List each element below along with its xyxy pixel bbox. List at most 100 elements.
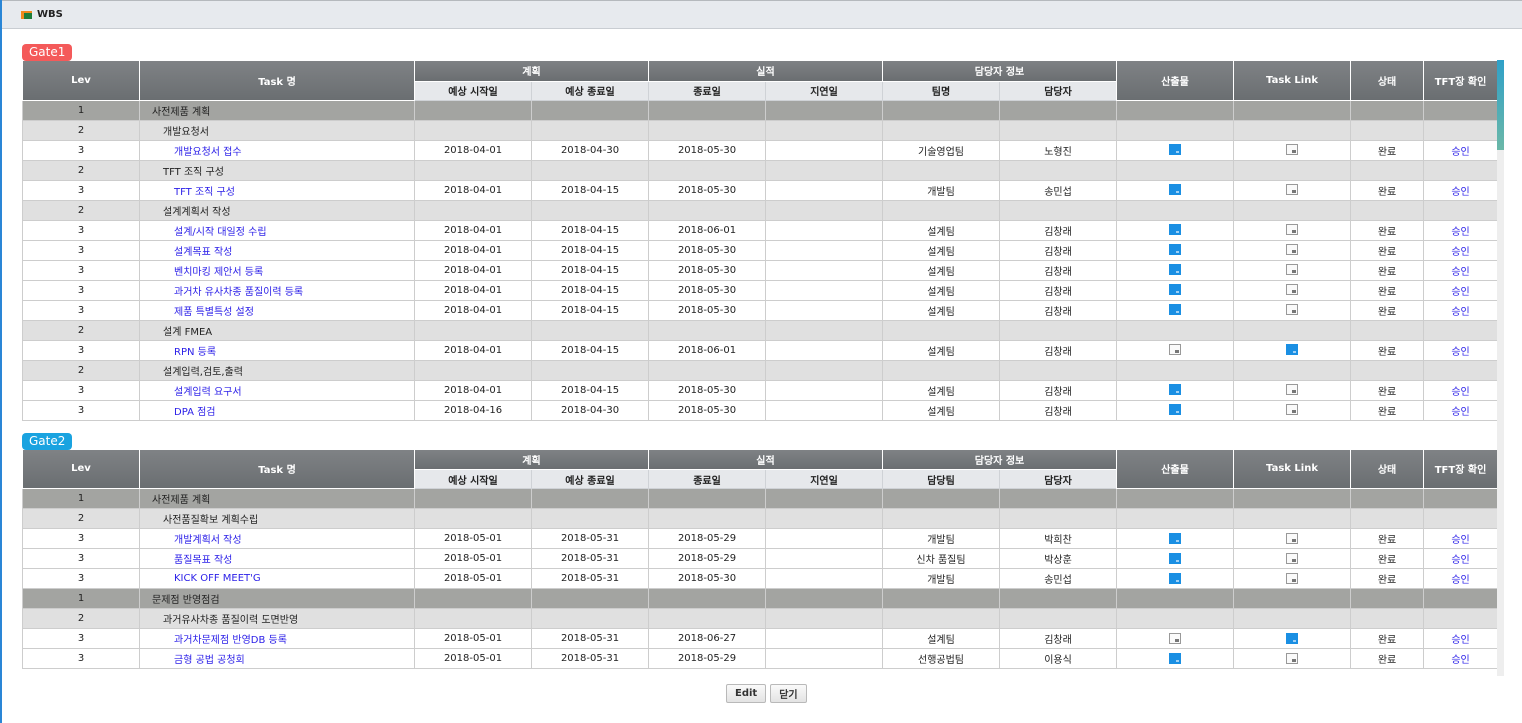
table-row[interactable]: 3 품질목표 작성 2018-05-01 2018-05-31 2018-05-29… xyxy=(22,548,1499,569)
folder-filled-icon[interactable] xyxy=(1169,652,1182,664)
folder-empty-icon[interactable] xyxy=(1286,384,1299,396)
task-name-link[interactable]: 설계입력 요구서 xyxy=(139,379,415,401)
folder-filled-icon[interactable] xyxy=(1169,224,1182,236)
close-button[interactable]: 닫기 xyxy=(770,684,807,703)
approve-link[interactable]: 승인 xyxy=(1423,299,1499,321)
approve-link[interactable]: 승인 xyxy=(1423,259,1499,281)
table-row[interactable]: 3 금형 공법 공청회 2018-05-01 2018-05-31 2018-05-… xyxy=(22,648,1499,669)
scrollbar-thumb[interactable] xyxy=(1497,60,1504,150)
table-row[interactable]: 3 개발계획서 작성 2018-05-01 2018-05-31 2018-05-2… xyxy=(22,528,1499,549)
approve-link[interactable]: 승인 xyxy=(1423,379,1499,401)
approve-link[interactable]: 승인 xyxy=(1423,139,1499,161)
header-tft-confirm: TFT장 확인 xyxy=(1423,449,1499,489)
empty-cell xyxy=(1233,119,1352,141)
table-row[interactable]: 3 KICK OFF MEET'G 2018-05-01 2018-05-31 20… xyxy=(22,568,1499,589)
task-name-link[interactable]: RPN 등록 xyxy=(139,339,415,361)
approve-link[interactable]: 승인 xyxy=(1423,399,1499,421)
approve-link[interactable]: 승인 xyxy=(1423,548,1499,569)
folder-empty-icon[interactable] xyxy=(1286,552,1299,564)
approve-link[interactable]: 승인 xyxy=(1423,219,1499,241)
task-name-link[interactable]: 설계/시작 대일정 수립 xyxy=(139,219,415,241)
folder-empty-icon[interactable] xyxy=(1286,284,1299,296)
end-date-cell: 2018-05-30 xyxy=(648,399,766,421)
task-name-link[interactable]: 품질목표 작성 xyxy=(139,548,415,569)
status-cell: 완료 xyxy=(1350,399,1425,421)
table-row[interactable]: 3 과거차문제점 반영DB 등록 2018-05-01 2018-05-31 201… xyxy=(22,628,1499,649)
task-name-link[interactable]: TFT 조직 구성 xyxy=(139,179,415,201)
table-row[interactable]: 3 RPN 등록 2018-04-01 2018-04-15 2018-06-01 … xyxy=(22,339,1499,361)
folder-empty-icon[interactable] xyxy=(1286,572,1299,584)
approve-link[interactable]: 승인 xyxy=(1423,279,1499,301)
empty-cell xyxy=(1350,319,1425,341)
folder-filled-icon[interactable] xyxy=(1169,304,1182,316)
approve-link[interactable]: 승인 xyxy=(1423,648,1499,669)
folder-empty-icon[interactable] xyxy=(1286,184,1299,196)
folder-empty-icon[interactable] xyxy=(1286,304,1299,316)
task-name-link[interactable]: 제품 특별특성 설정 xyxy=(139,299,415,321)
folder-filled-icon[interactable] xyxy=(1169,264,1182,276)
group-row: 2 TFT 조직 구성 xyxy=(22,159,1499,181)
level-cell: 2 xyxy=(22,119,140,141)
folder-empty-icon[interactable] xyxy=(1286,224,1299,236)
folder-empty-icon[interactable] xyxy=(1286,652,1299,664)
approve-link[interactable]: 승인 xyxy=(1423,628,1499,649)
task-name-link[interactable]: 벤치마킹 제안서 등록 xyxy=(139,259,415,281)
folder-empty-icon[interactable] xyxy=(1286,144,1299,156)
task-name-link[interactable]: 과거차문제점 반영DB 등록 xyxy=(139,628,415,649)
folder-empty-icon[interactable] xyxy=(1169,632,1182,644)
table-row[interactable]: 3 제품 특별특성 설정 2018-04-01 2018-04-15 2018-05… xyxy=(22,299,1499,321)
folder-filled-icon[interactable] xyxy=(1169,384,1182,396)
plan-end-cell: 2018-05-31 xyxy=(531,628,649,649)
folder-empty-icon[interactable] xyxy=(1286,404,1299,416)
folder-empty-icon[interactable] xyxy=(1169,344,1182,356)
approve-link[interactable]: 승인 xyxy=(1423,568,1499,589)
folder-filled-icon[interactable] xyxy=(1169,532,1182,544)
task-name-link[interactable]: 설계목표 작성 xyxy=(139,239,415,261)
delay-cell xyxy=(765,239,883,261)
approve-link[interactable]: 승인 xyxy=(1423,528,1499,549)
folder-filled-icon[interactable] xyxy=(1169,244,1182,256)
table-row[interactable]: 3 DPA 점검 2018-04-16 2018-04-30 2018-05-30 … xyxy=(22,399,1499,421)
empty-cell xyxy=(882,119,1000,141)
table-row[interactable]: 3 설계입력 요구서 2018-04-01 2018-04-15 2018-05-3… xyxy=(22,379,1499,401)
wbs-scroll-area[interactable]: Gate1 Lev Task 명 계획 실적 담당자 정보 산출물 Task L… xyxy=(22,40,1504,676)
empty-cell xyxy=(531,588,649,609)
status-cell: 완료 xyxy=(1350,279,1425,301)
approve-link[interactable]: 승인 xyxy=(1423,179,1499,201)
approve-link[interactable]: 승인 xyxy=(1423,239,1499,261)
task-name-link[interactable]: KICK OFF MEET'G xyxy=(139,568,415,589)
table-row[interactable]: 3 TFT 조직 구성 2018-04-01 2018-04-15 2018-05-… xyxy=(22,179,1499,201)
empty-cell xyxy=(1233,99,1352,121)
folder-filled-icon[interactable] xyxy=(1169,184,1182,196)
folder-empty-icon[interactable] xyxy=(1286,264,1299,276)
edit-button[interactable]: Edit xyxy=(726,684,767,703)
folder-filled-icon[interactable] xyxy=(1169,284,1182,296)
table-row[interactable]: 3 설계목표 작성 2018-04-01 2018-04-15 2018-05-30… xyxy=(22,239,1499,261)
scrollbar[interactable] xyxy=(1497,60,1504,676)
table-row[interactable]: 3 벤치마킹 제안서 등록 2018-04-01 2018-04-15 2018-0… xyxy=(22,259,1499,281)
empty-cell xyxy=(648,319,766,341)
empty-cell xyxy=(998,119,1118,141)
folder-filled-icon[interactable] xyxy=(1169,404,1182,416)
task-name-link[interactable]: 금형 공법 공청회 xyxy=(139,648,415,669)
folder-filled-icon[interactable] xyxy=(1169,552,1182,564)
header-plan: 계획 xyxy=(414,61,649,82)
folder-empty-icon[interactable] xyxy=(1286,532,1299,544)
folder-filled-icon[interactable] xyxy=(1169,144,1182,156)
folder-empty-icon[interactable] xyxy=(1286,244,1299,256)
table-row[interactable]: 3 과거차 유사차종 품질이력 등록 2018-04-01 2018-04-15 2… xyxy=(22,279,1499,301)
folder-filled-icon[interactable] xyxy=(1286,344,1299,356)
task-name-link[interactable]: 과거차 유사차종 품질이력 등록 xyxy=(139,279,415,301)
table-row[interactable]: 3 개발요청서 접수 2018-04-01 2018-04-30 2018-05-3… xyxy=(22,139,1499,161)
folder-filled-icon[interactable] xyxy=(1286,632,1299,644)
task-name-link[interactable]: 개발요청서 접수 xyxy=(139,139,415,161)
table-row[interactable]: 3 설계/시작 대일정 수립 2018-04-01 2018-04-15 2018-… xyxy=(22,219,1499,241)
task-name-link[interactable]: 개발계획서 작성 xyxy=(139,528,415,549)
end-date-cell: 2018-05-29 xyxy=(648,648,766,669)
folder-filled-icon[interactable] xyxy=(1169,572,1182,584)
status-cell: 완료 xyxy=(1350,528,1425,549)
task-name-link[interactable]: DPA 점검 xyxy=(139,399,415,421)
approve-link[interactable]: 승인 xyxy=(1423,339,1499,361)
header-end: 종료일 xyxy=(648,469,766,489)
empty-cell xyxy=(882,99,1000,121)
